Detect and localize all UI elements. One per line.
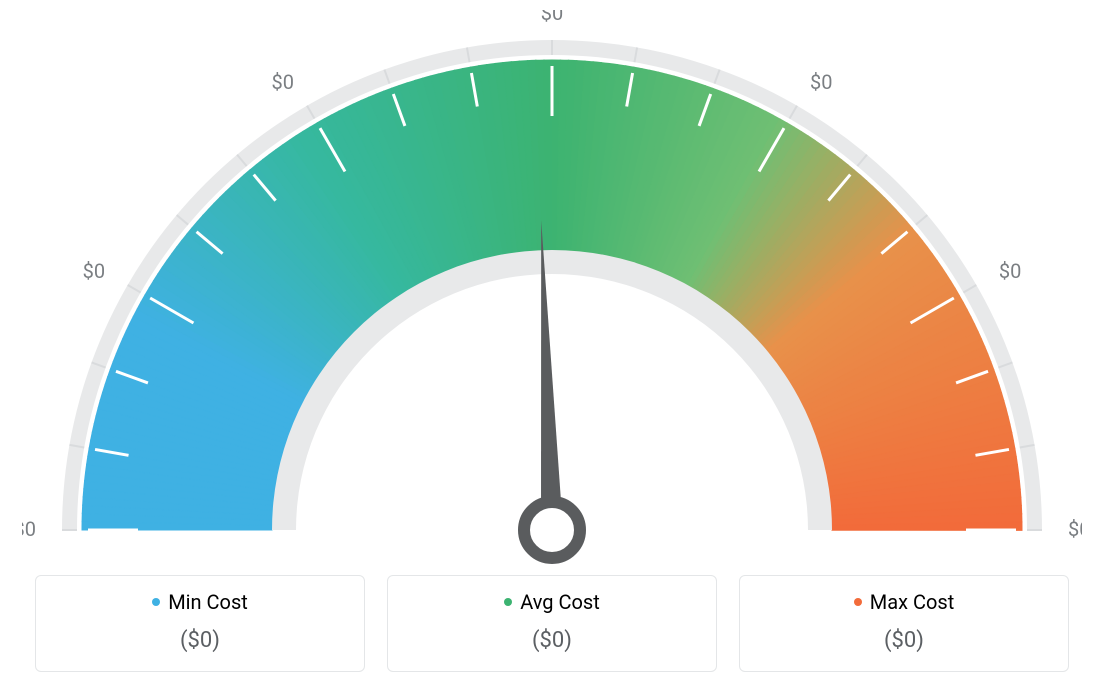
legend-card-avg: Avg Cost ($0) bbox=[387, 575, 717, 672]
legend-title-max: Max Cost bbox=[854, 590, 955, 614]
gauge-tick-label: $0 bbox=[541, 10, 563, 25]
legend-label: Avg Cost bbox=[520, 590, 600, 614]
gauge-area: $0 $0 $0 $0 $0 $0 $0 bbox=[22, 10, 1082, 570]
gauge-tick-label: $0 bbox=[810, 70, 832, 94]
legend-value-avg: ($0) bbox=[398, 628, 706, 653]
legend-card-max: Max Cost ($0) bbox=[739, 575, 1069, 672]
legend-label: Max Cost bbox=[870, 590, 955, 614]
legend-card-min: Min Cost ($0) bbox=[35, 575, 365, 672]
legend-title-avg: Avg Cost bbox=[504, 590, 600, 614]
gauge-tick-label: $0 bbox=[83, 259, 105, 283]
gauge-svg: $0 $0 $0 $0 $0 $0 $0 bbox=[22, 10, 1082, 570]
legend-value-min: ($0) bbox=[46, 628, 354, 653]
legend-label: Min Cost bbox=[168, 590, 248, 614]
legend-title-min: Min Cost bbox=[152, 590, 248, 614]
legend-dot-max bbox=[854, 598, 862, 606]
legend-value-max: ($0) bbox=[750, 628, 1058, 653]
legend-dot-min bbox=[152, 598, 160, 606]
gauge-tick-label: $0 bbox=[999, 259, 1021, 283]
legend-dot-avg bbox=[504, 598, 512, 606]
legend-row: Min Cost ($0) Avg Cost ($0) Max Cost ($0… bbox=[0, 575, 1104, 672]
gauge-tick-label: $0 bbox=[22, 517, 36, 541]
gauge-tick-label: $0 bbox=[272, 70, 294, 94]
gauge-tick-label: $0 bbox=[1068, 517, 1082, 541]
gauge-chart-container: $0 $0 $0 $0 $0 $0 $0 Min Cost ($0) Avg Cost ($… bbox=[0, 0, 1104, 690]
